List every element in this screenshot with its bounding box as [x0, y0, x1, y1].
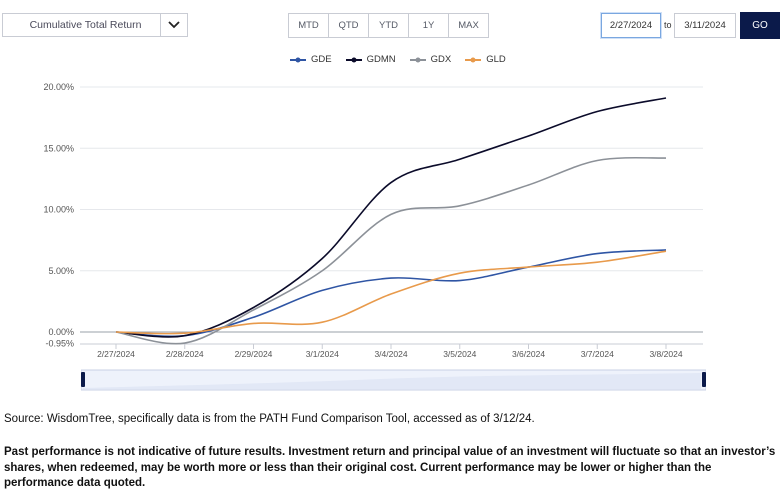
legend-label-gdx: GDX	[430, 54, 452, 65]
legend-item-gde[interactable]: GDE	[290, 54, 332, 65]
range-navigator[interactable]	[81, 369, 706, 391]
y-tick-label: 5.00%	[48, 266, 74, 276]
end-date-input[interactable]: 3/11/2024	[674, 13, 736, 38]
legend-label-gld: GLD	[486, 54, 506, 65]
legend-marker-gde	[290, 57, 306, 62]
period-button-qtd[interactable]: QTD	[328, 13, 369, 38]
x-tick-label: 2/28/2024	[166, 349, 204, 359]
date-range-to-label: to	[664, 20, 672, 30]
x-tick-label: 2/27/2024	[97, 349, 135, 359]
series-line-gld	[115, 250, 667, 335]
legend-marker-gdx	[409, 57, 426, 62]
performance-line-chart: 20.00% 15.00% 10.00% 5.00% 0.00% -0.95% 2/27/2…	[43, 82, 703, 359]
y-tick-label: 15.00%	[43, 143, 74, 153]
series-line-gde	[115, 249, 667, 338]
start-date-input[interactable]: 2/27/2024	[601, 13, 661, 38]
period-buttons: MTD QTD YTD 1Y MAX	[288, 13, 489, 38]
go-button[interactable]: GO	[740, 12, 780, 39]
chevron-down-icon[interactable]	[160, 14, 187, 36]
legend-label-gde: GDE	[311, 54, 332, 65]
y-tick-label: -0.95%	[45, 339, 74, 349]
y-tick-label: 10.00%	[43, 205, 74, 215]
x-tick-label: 3/8/2024	[649, 349, 682, 359]
legend-item-gld[interactable]: GLD	[465, 54, 506, 65]
y-tick-label: 20.00%	[43, 82, 74, 92]
legend-label-gdmn: GDMN	[366, 54, 396, 65]
x-tick-label: 3/5/2024	[443, 349, 476, 359]
series-line-gdx	[115, 156, 667, 345]
legend-item-gdx[interactable]: GDX	[409, 54, 452, 65]
chart-legend: GDE GDMN GDX GLD	[290, 54, 520, 65]
x-tick-label: 3/4/2024	[374, 349, 407, 359]
legend-marker-gdmn	[345, 57, 362, 62]
period-button-mtd[interactable]: MTD	[288, 13, 329, 38]
period-button-1y[interactable]: 1Y	[408, 13, 449, 38]
metric-select-value: Cumulative Total Return	[29, 19, 142, 31]
navigator-left-handle[interactable]	[81, 372, 85, 387]
period-button-ytd[interactable]: YTD	[368, 13, 409, 38]
x-tick-label: 3/7/2024	[581, 349, 614, 359]
period-button-max[interactable]: MAX	[448, 13, 489, 38]
x-tick-label: 2/29/2024	[235, 349, 273, 359]
source-note: Source: WisdomTree, specifically data is…	[4, 413, 535, 425]
x-tick-label: 3/6/2024	[512, 349, 545, 359]
navigator-right-handle[interactable]	[702, 372, 706, 387]
series-line-gdmn	[115, 97, 667, 338]
legend-marker-gld	[465, 57, 482, 62]
legend-item-gdmn[interactable]: GDMN	[345, 54, 396, 65]
performance-disclaimer: Past performance is not indicative of fu…	[4, 446, 776, 489]
metric-select[interactable]: Cumulative Total Return	[2, 13, 188, 37]
x-tick-label: 3/1/2024	[306, 349, 339, 359]
y-tick-label: 0.00%	[48, 327, 74, 337]
